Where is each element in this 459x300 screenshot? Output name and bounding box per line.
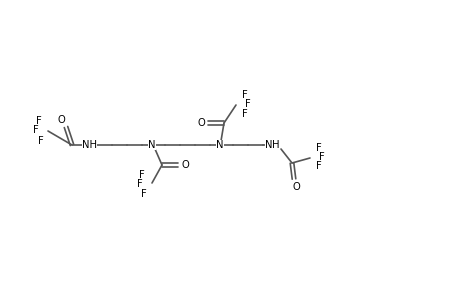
Text: F: F — [315, 161, 321, 171]
Text: F: F — [36, 116, 42, 126]
Text: H: H — [272, 140, 279, 150]
Text: O: O — [291, 182, 299, 192]
Text: F: F — [33, 125, 39, 135]
Text: F: F — [141, 189, 146, 199]
Text: F: F — [137, 179, 143, 189]
Text: O: O — [181, 160, 189, 170]
Text: F: F — [319, 152, 324, 162]
Text: N: N — [148, 140, 156, 150]
Text: F: F — [241, 109, 247, 119]
Text: N: N — [216, 140, 223, 150]
Text: F: F — [139, 170, 145, 180]
Text: F: F — [245, 99, 250, 109]
Text: N: N — [265, 140, 272, 150]
Text: F: F — [315, 143, 321, 153]
Text: F: F — [241, 90, 247, 100]
Text: O: O — [197, 118, 204, 128]
Text: F: F — [38, 136, 44, 146]
Text: NH: NH — [82, 140, 97, 150]
Text: O: O — [57, 115, 65, 125]
